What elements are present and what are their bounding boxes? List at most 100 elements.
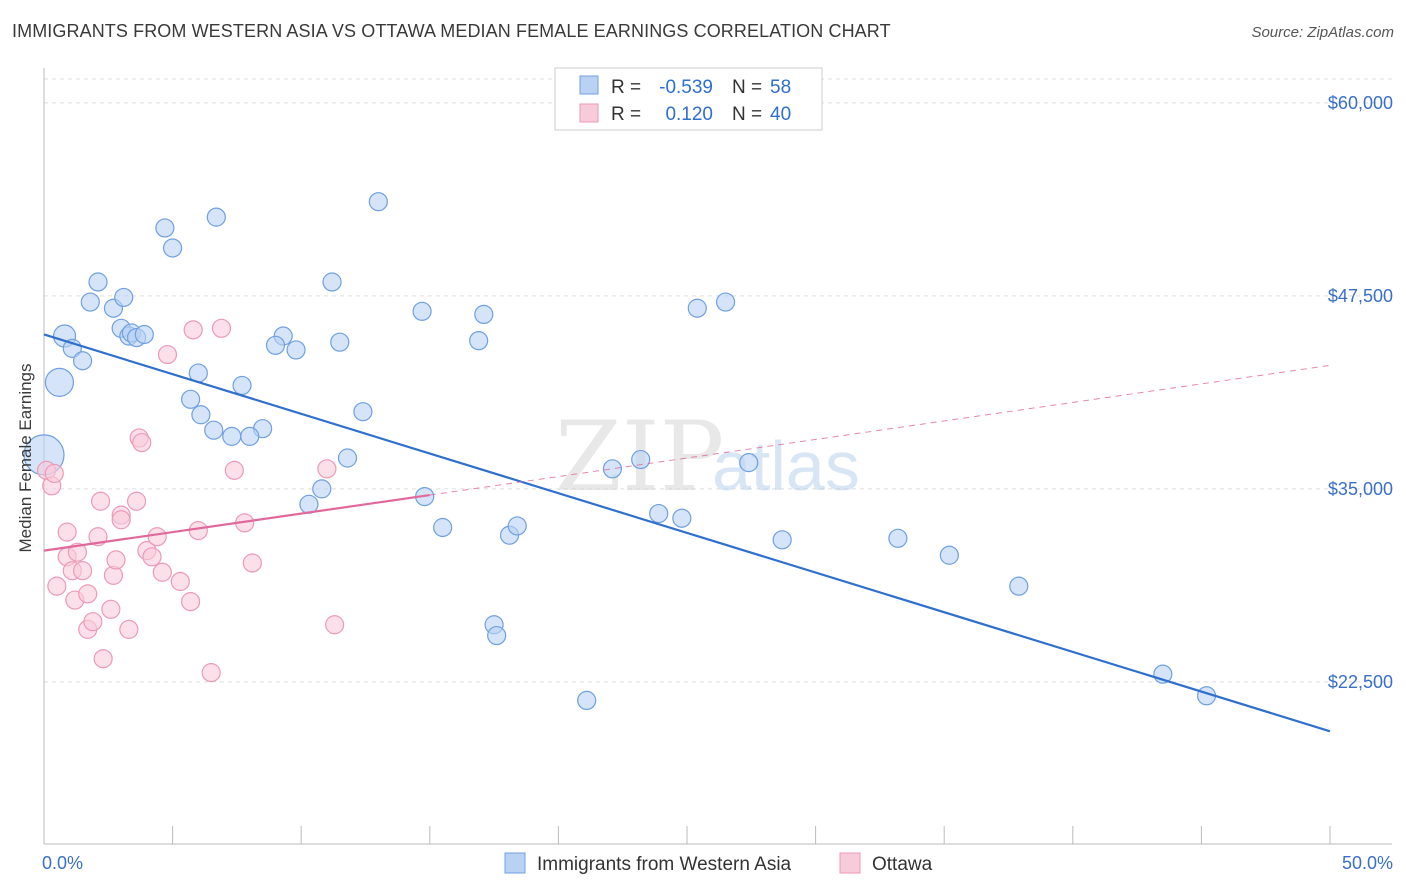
point-ottawa (317, 459, 337, 479)
y-tick-label: $47,500 (1328, 286, 1393, 306)
point-western-asia (330, 332, 350, 352)
point-western-asia (631, 449, 651, 470)
y-tick-labels: $22,500 $35,000 $47,500 $60,000 (1328, 93, 1393, 692)
legend-label-western-asia: Immigrants from Western Asia (537, 854, 792, 875)
point-ottawa (211, 318, 232, 338)
point-western-asia (88, 272, 108, 292)
point-western-asia (412, 301, 432, 321)
point-ottawa (152, 562, 172, 582)
point-western-asia (114, 287, 134, 308)
point-ottawa (78, 584, 98, 604)
point-ottawa (201, 663, 221, 683)
point-western-asia (240, 426, 260, 446)
point-western-asia (602, 459, 623, 479)
point-western-asia (72, 351, 93, 371)
point-western-asia (206, 207, 226, 227)
point-ottawa (188, 520, 208, 541)
point-western-asia (155, 218, 175, 238)
point-ottawa (183, 320, 203, 340)
point-western-asia (134, 324, 154, 345)
stats-n-label-2: N = (732, 104, 762, 125)
stats-swatch-pink (579, 103, 599, 123)
point-ottawa (119, 619, 139, 639)
stats-r-label-1: R = (611, 77, 641, 98)
stats-r-value-2: 0.120 (665, 104, 713, 125)
point-western-asia (649, 503, 669, 524)
point-western-asia (232, 375, 252, 396)
source-label: Source: ZipAtlas.com (1251, 24, 1394, 41)
point-ottawa (181, 591, 201, 612)
point-western-asia (44, 367, 75, 397)
stats-r-value-1: -0.539 (659, 77, 713, 98)
point-ottawa (72, 561, 93, 581)
point-western-asia (80, 292, 100, 312)
point-ottawa (157, 344, 178, 365)
point-western-asia (368, 192, 388, 212)
point-ottawa (111, 510, 131, 530)
trend-lines (43, 333, 1331, 733)
point-western-asia (507, 516, 527, 536)
point-ottawa (47, 576, 67, 596)
point-western-asia (888, 528, 908, 548)
point-western-asia (191, 405, 211, 425)
chart-title: IMMIGRANTS FROM WESTERN ASIA VS OTTAWA M… (12, 21, 891, 41)
point-western-asia (433, 517, 453, 538)
y-tick-label: $22,500 (1328, 672, 1393, 692)
point-ottawa (44, 463, 64, 484)
point-western-asia (577, 690, 597, 711)
point-ottawa (57, 522, 77, 542)
point-western-asia (265, 335, 286, 355)
point-western-asia (181, 389, 201, 409)
x-tick-labels: 0.0% 50.0% (42, 853, 1393, 873)
stats-r-label-2: R = (611, 104, 641, 125)
point-western-asia (687, 298, 707, 318)
point-ottawa (90, 491, 111, 511)
point-ottawa (170, 571, 190, 592)
stats-n-value-2: 40 (770, 104, 791, 125)
point-ottawa (126, 491, 147, 511)
point-western-asia (1009, 576, 1029, 596)
point-western-asia (739, 453, 759, 473)
point-western-asia (672, 508, 692, 528)
point-ottawa (147, 527, 167, 547)
legend-label-ottawa: Ottawa (872, 854, 933, 875)
point-western-asia (353, 402, 373, 422)
point-western-asia (312, 479, 332, 499)
x-tick-label: 0.0% (42, 853, 83, 873)
point-western-asia (469, 331, 489, 351)
stats-box: R = -0.539 N = 58 R = 0.120 N = 40 (554, 67, 823, 131)
point-western-asia (163, 238, 183, 258)
y-tick-label: $60,000 (1328, 93, 1393, 113)
watermark: ZIP atlas (555, 401, 860, 513)
legend-swatch-ottawa (839, 852, 861, 874)
point-western-asia (204, 420, 224, 440)
point-ottawa (142, 547, 162, 567)
point-ottawa (325, 615, 345, 635)
point-ottawa (67, 542, 88, 562)
trend-line-ottawa (43, 493, 430, 552)
stats-n-value-1: 58 (770, 77, 791, 98)
point-ottawa (132, 432, 152, 453)
trend-line-western-asia (43, 333, 1331, 733)
stats-swatch-blue (579, 75, 599, 95)
point-western-asia (222, 426, 242, 446)
legend-swatch-western-asia (504, 852, 526, 874)
y-tick-label: $35,000 (1328, 479, 1393, 499)
point-ottawa (83, 612, 103, 632)
point-ottawa (93, 649, 113, 669)
point-western-asia (337, 448, 358, 468)
watermark-atlas: atlas (712, 427, 860, 505)
point-ottawa (242, 553, 262, 573)
stats-n-label-1: N = (732, 77, 762, 98)
point-ottawa (224, 460, 244, 480)
point-western-asia (286, 340, 306, 360)
point-western-asia (715, 292, 736, 312)
x-tick-label: 50.0% (1342, 853, 1393, 873)
point-western-asia (487, 625, 507, 646)
point-western-asia (939, 545, 959, 565)
point-ottawa (101, 599, 121, 619)
point-western-asia (322, 272, 342, 292)
point-western-asia (474, 304, 494, 325)
y-axis-label: Median Female Earnings (16, 364, 35, 553)
